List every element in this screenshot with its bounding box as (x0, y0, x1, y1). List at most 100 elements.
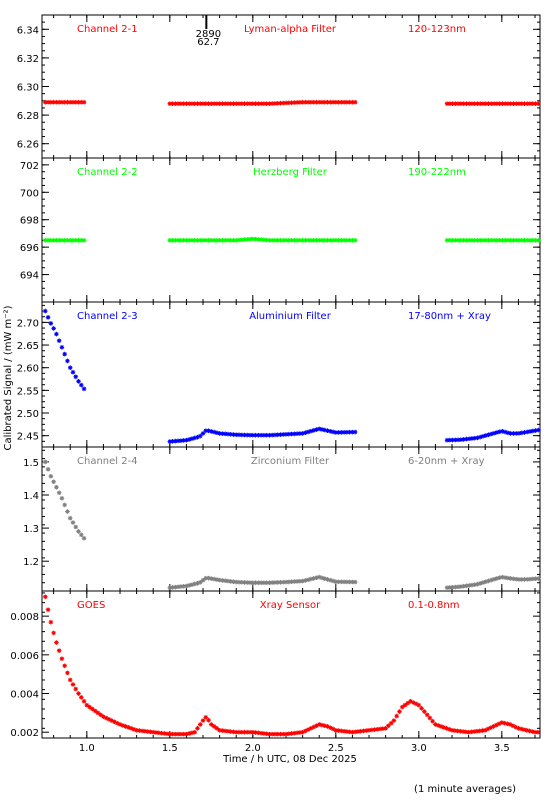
data-point (280, 579, 286, 585)
data-point (203, 575, 209, 581)
data-point (303, 430, 308, 435)
data-point (233, 729, 239, 735)
data-point (305, 99, 311, 105)
panel-filter-label: Xray Sensor (260, 600, 321, 611)
data-point (242, 432, 247, 438)
data-point (103, 715, 109, 721)
data-point (483, 433, 489, 438)
data-point (126, 725, 131, 730)
data-point (475, 581, 480, 587)
data-point (247, 729, 253, 735)
data-point (253, 236, 258, 242)
data-point (222, 237, 228, 243)
data-point (405, 700, 411, 706)
data-point (530, 428, 536, 434)
data-point (170, 237, 175, 243)
data-point (275, 237, 281, 243)
data-point (339, 579, 344, 585)
data-point (444, 237, 450, 243)
data-point (516, 237, 522, 243)
data-point (184, 237, 189, 243)
data-point (239, 237, 245, 243)
data-point (450, 584, 455, 590)
data-point (325, 428, 330, 433)
data-point (444, 585, 450, 590)
data-point (294, 431, 300, 437)
data-point (175, 237, 181, 243)
data-point (54, 237, 59, 243)
data-point (466, 583, 472, 588)
data-point (70, 369, 76, 375)
panel-filter-label: Zirconium Filter (251, 456, 330, 467)
data-point (513, 101, 519, 106)
data-point (500, 574, 505, 580)
data-point (253, 730, 258, 735)
data-point (505, 430, 511, 436)
data-point (59, 496, 65, 501)
data-point (170, 731, 175, 737)
data-point (225, 101, 231, 106)
x-tick-label: 3.5 (494, 743, 510, 754)
data-point (280, 731, 286, 737)
data-point (519, 430, 525, 436)
data-point (244, 101, 250, 106)
data-point (333, 727, 339, 733)
data-point (214, 726, 220, 731)
data-point (45, 607, 51, 612)
data-point (242, 580, 247, 585)
data-point (511, 431, 516, 436)
data-point (347, 429, 352, 435)
data-point (225, 728, 231, 734)
data-point (184, 437, 189, 443)
data-point (267, 580, 272, 586)
data-point (494, 576, 500, 581)
data-point (175, 438, 181, 444)
data-point (469, 436, 475, 441)
data-point (206, 575, 211, 581)
data-point (267, 237, 272, 243)
data-point (505, 575, 511, 581)
data-point (48, 473, 54, 479)
y-tick-label: 2.45 (17, 432, 39, 443)
y-tick-label: 694 (20, 271, 39, 282)
data-point (184, 731, 189, 737)
y-tick-label: 2.60 (17, 364, 39, 375)
data-point (444, 437, 450, 443)
data-point (522, 577, 527, 582)
data-point (59, 99, 65, 105)
data-point (458, 237, 464, 243)
data-point (283, 100, 289, 106)
data-point (239, 579, 245, 585)
data-point (294, 579, 300, 584)
panel-channel-label: Channel 2-4 (77, 456, 138, 467)
data-point (54, 640, 59, 645)
data-point (65, 509, 70, 514)
data-point (311, 724, 316, 730)
data-point (486, 101, 491, 106)
data-point (280, 237, 286, 243)
data-point (56, 648, 62, 653)
data-point (524, 577, 530, 582)
data-point (225, 431, 231, 437)
data-point (297, 431, 303, 436)
data-point (231, 101, 236, 106)
data-point (480, 433, 486, 439)
panel-frame (41, 301, 541, 448)
data-point (516, 726, 521, 731)
y-tick-label: 6.28 (17, 111, 39, 122)
data-point (222, 101, 228, 106)
data-point (477, 237, 483, 243)
data-point (322, 723, 328, 729)
data-point (327, 237, 333, 243)
data-point (184, 583, 189, 589)
data-point (461, 101, 466, 106)
data-point (286, 237, 292, 243)
data-point (261, 580, 267, 586)
data-point (444, 726, 449, 731)
data-point (513, 576, 519, 582)
data-point (186, 101, 192, 106)
data-point (327, 577, 333, 583)
data-point (258, 101, 264, 106)
data-point (220, 578, 225, 583)
data-point (319, 722, 325, 728)
